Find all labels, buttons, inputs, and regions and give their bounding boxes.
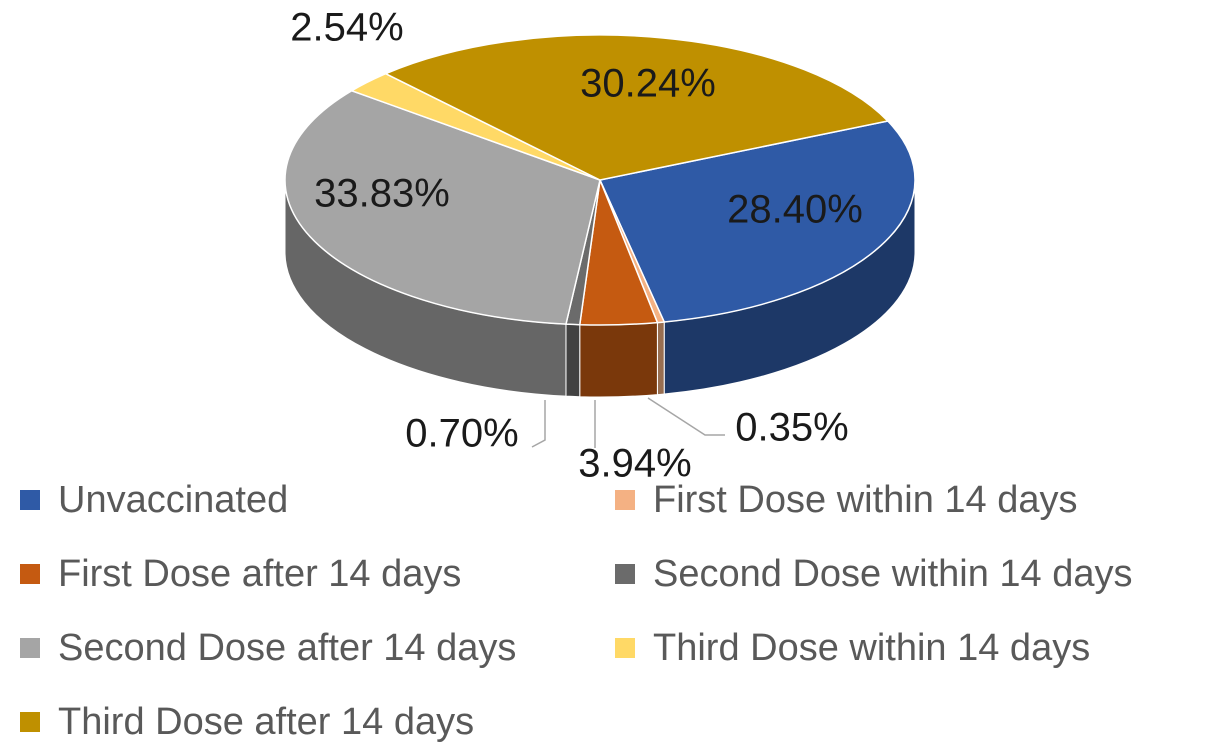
pie-side (656, 321, 665, 396)
pie-slice (383, 34, 890, 181)
legend-swatch (615, 490, 635, 510)
legend-label: Third Dose after 14 days (58, 701, 474, 743)
legend-label: Third Dose within 14 days (653, 627, 1090, 669)
legend-swatch (20, 712, 40, 732)
data-label: 0.70% (405, 412, 518, 456)
leader-line (531, 400, 546, 448)
data-labels: 28.40% 0.35% 3.94% 0.70% 33.83% 2.54% 30.24% (290, 6, 863, 486)
data-label: 2.54% (290, 6, 403, 50)
pie-side (565, 323, 581, 398)
data-label: 30.24% (580, 62, 716, 106)
legend-swatch (20, 638, 40, 658)
legend-label: Second Dose after 14 days (58, 627, 516, 669)
data-label: 3.94% (578, 442, 691, 486)
data-label: 28.40% (727, 188, 863, 232)
legend: Unvaccinated First Dose within 14 days Fir… (20, 479, 1133, 743)
pie-tops (284, 34, 916, 326)
pie-slice (284, 89, 601, 325)
data-label: 0.35% (735, 406, 848, 450)
pie-slice (598, 120, 916, 323)
legend-label: First Dose after 14 days (58, 553, 461, 595)
pie-side (579, 322, 658, 398)
data-label: 33.83% (314, 172, 450, 216)
legend-label: First Dose within 14 days (653, 479, 1078, 521)
legend-swatch (615, 564, 635, 584)
legend-swatch (20, 490, 40, 510)
legend-swatch (615, 638, 635, 658)
legend-label: Second Dose within 14 days (653, 553, 1133, 595)
legend-swatch (20, 564, 40, 584)
leader-line (647, 397, 725, 436)
legend-label: Unvaccinated (58, 479, 288, 521)
